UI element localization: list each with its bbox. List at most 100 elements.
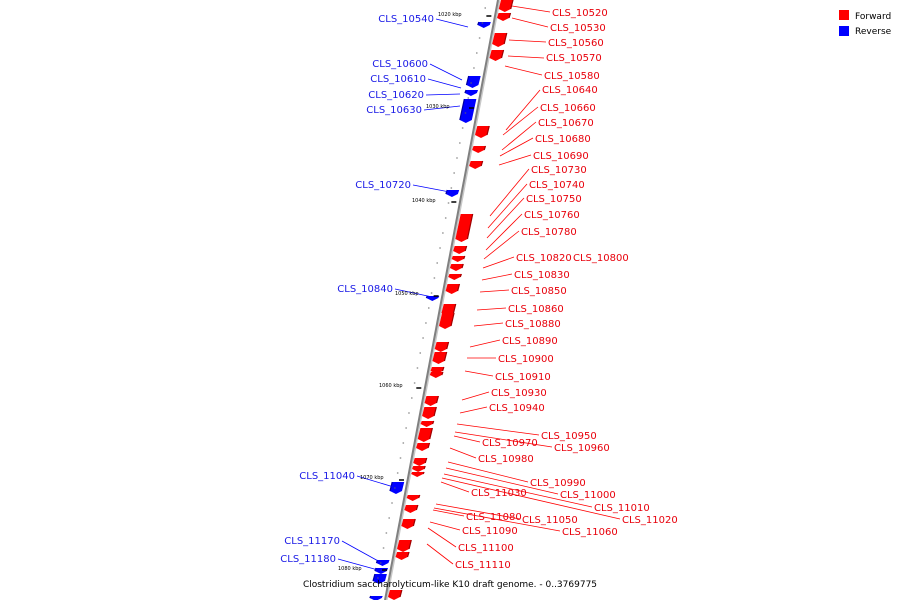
gene-label-cls-10540[interactable]: CLS_10540 — [378, 14, 434, 25]
forward-gene-10[interactable] — [449, 263, 464, 271]
gene-label-cls-10930[interactable]: CLS_10930 — [491, 388, 547, 399]
forward-gene-31[interactable] — [395, 551, 410, 560]
gene-label-cls-10670[interactable]: CLS_10670 — [538, 118, 594, 129]
forward-gene-2[interactable] — [492, 32, 508, 47]
gene-label-cls-10730[interactable]: CLS_10730 — [531, 165, 587, 176]
forward-gene-14[interactable] — [439, 312, 455, 329]
forward-gene-3[interactable] — [489, 49, 505, 61]
gene-label-cls-10750[interactable]: CLS_10750 — [526, 194, 582, 205]
forward-leader-38 — [427, 527, 457, 548]
gene-label-cls-10740[interactable]: CLS_10740 — [529, 180, 585, 191]
gene-label-cls-11000[interactable]: CLS_11000 — [560, 490, 616, 501]
forward-gene-9[interactable] — [451, 255, 466, 262]
gene-label-cls-10630[interactable]: CLS_10630 — [366, 105, 422, 116]
forward-gene-32[interactable] — [388, 589, 403, 600]
forward-gene-24[interactable] — [413, 457, 428, 466]
forward-leader-12 — [486, 197, 525, 239]
gene-label-cls-10990[interactable]: CLS_10990 — [530, 478, 586, 489]
forward-gene-26[interactable] — [411, 471, 425, 477]
forward-gene-6[interactable] — [469, 160, 484, 169]
forward-leader-31 — [443, 473, 593, 508]
forward-gene-8[interactable] — [453, 245, 468, 254]
gene-label-cls-10900[interactable]: CLS_10900 — [498, 354, 554, 365]
forward-gene-27[interactable] — [406, 494, 421, 501]
gene-label-cls-11060[interactable]: CLS_11060 — [562, 527, 618, 538]
gene-label-cls-10760[interactable]: CLS_10760 — [524, 210, 580, 221]
forward-gene-5[interactable] — [472, 145, 487, 153]
forward-gene-21[interactable] — [420, 420, 435, 427]
forward-gene-12[interactable] — [445, 283, 461, 294]
forward-gene-30[interactable] — [397, 539, 412, 552]
gene-label-cls-11090[interactable]: CLS_11090 — [462, 526, 518, 537]
gene-label-cls-10980[interactable]: CLS_10980 — [478, 454, 534, 465]
forward-leader-37 — [429, 521, 461, 531]
forward-gene-15[interactable] — [434, 341, 450, 352]
gene-label-cls-10600[interactable]: CLS_10600 — [372, 59, 428, 70]
reverse-gene-0[interactable] — [477, 21, 491, 28]
reverse-gene-9[interactable] — [372, 573, 387, 584]
gene-label-cls-10890[interactable]: CLS_10890 — [502, 336, 558, 347]
gene-label-cls-11100[interactable]: CLS_11100 — [458, 543, 514, 554]
gene-label-cls-10640[interactable]: CLS_10640 — [542, 85, 598, 96]
reverse-gene-4[interactable] — [445, 189, 460, 197]
reverse-gene-5[interactable] — [425, 295, 440, 301]
gene-label-cls-10830[interactable]: CLS_10830 — [514, 270, 570, 281]
forward-gene-16[interactable] — [432, 351, 448, 364]
forward-leader-28 — [449, 447, 477, 459]
forward-gene-11[interactable] — [448, 273, 462, 280]
forward-gene-29[interactable] — [401, 518, 416, 529]
gene-label-cls-10660[interactable]: CLS_10660 — [540, 103, 596, 114]
forward-gene-22[interactable] — [417, 427, 433, 442]
reverse-gene-10[interactable] — [369, 595, 383, 600]
gene-label-cls-11040[interactable]: CLS_11040 — [299, 471, 355, 482]
gene-label-cls-10520[interactable]: CLS_10520 — [552, 8, 608, 19]
forward-leader-3 — [507, 55, 545, 59]
gene-label-cls-11180[interactable]: CLS_11180 — [280, 554, 336, 565]
reverse-gene-8[interactable] — [374, 567, 389, 574]
gene-label-cls-10970[interactable]: CLS_10970 — [482, 438, 538, 449]
gene-label-cls-10560[interactable]: CLS_10560 — [548, 38, 604, 49]
gene-label-cls-11050[interactable]: CLS_11050 — [522, 515, 578, 526]
gene-label-cls-10840[interactable]: CLS_10840 — [337, 284, 393, 295]
forward-gene-1[interactable] — [497, 12, 512, 21]
gene-label-cls-11030[interactable]: CLS_11030 — [471, 488, 527, 499]
forward-gene-28[interactable] — [404, 504, 419, 513]
gene-label-cls-11020[interactable]: CLS_11020 — [622, 515, 678, 526]
forward-gene-4[interactable] — [475, 125, 490, 138]
gene-label-cls-11010[interactable]: CLS_11010 — [594, 503, 650, 514]
gene-label-cls-10820[interactable]: CLS_10820 — [516, 253, 572, 264]
gene-label-cls-11080[interactable]: CLS_11080 — [466, 512, 522, 523]
gene-label-cls-10570[interactable]: CLS_10570 — [546, 53, 602, 64]
gene-label-cls-10950[interactable]: CLS_10950 — [541, 431, 597, 442]
gene-label-cls-10850[interactable]: CLS_10850 — [511, 286, 567, 297]
forward-gene-20[interactable] — [422, 406, 437, 419]
gene-label-cls-10620[interactable]: CLS_10620 — [368, 90, 424, 101]
forward-gene-19[interactable] — [424, 395, 439, 406]
reverse-gene-6[interactable] — [389, 481, 405, 494]
gene-label-cls-10610[interactable]: CLS_10610 — [370, 74, 426, 85]
gene-label-cls-10860[interactable]: CLS_10860 — [508, 304, 564, 315]
forward-gene-25[interactable] — [412, 465, 426, 472]
gene-label-cls-10880[interactable]: CLS_10880 — [505, 319, 561, 330]
gene-label-cls-10690[interactable]: CLS_10690 — [533, 151, 589, 162]
reverse-gene-2[interactable] — [464, 89, 479, 96]
gene-label-cls-10960[interactable]: CLS_10960 — [554, 443, 610, 454]
gene-label-cls-11110[interactable]: CLS_11110 — [455, 560, 511, 571]
gene-label-cls-10580[interactable]: CLS_10580 — [544, 71, 600, 82]
gene-label-cls-10910[interactable]: CLS_10910 — [495, 372, 551, 383]
reverse-gene-3[interactable] — [459, 98, 477, 123]
forward-gene-7[interactable] — [455, 213, 474, 242]
reverse-gene-1[interactable] — [465, 75, 481, 88]
gene-label-cls-10680[interactable]: CLS_10680 — [535, 134, 591, 145]
tick-label-1060: 1060 kbp — [379, 383, 403, 389]
gene-label-cls-10720[interactable]: CLS_10720 — [355, 180, 411, 191]
forward-gene-18[interactable] — [429, 371, 444, 378]
backbone-line — [384, 0, 499, 600]
forward-gene-23[interactable] — [416, 442, 431, 451]
gene-label-cls-10800[interactable]: CLS_10800 — [573, 253, 629, 264]
gene-label-cls-10530[interactable]: CLS_10530 — [550, 23, 606, 34]
forward-gene-0[interactable] — [498, 0, 514, 12]
gene-label-cls-11170[interactable]: CLS_11170 — [284, 536, 340, 547]
gene-label-cls-10780[interactable]: CLS_10780 — [521, 227, 577, 238]
gene-label-cls-10940[interactable]: CLS_10940 — [489, 403, 545, 414]
